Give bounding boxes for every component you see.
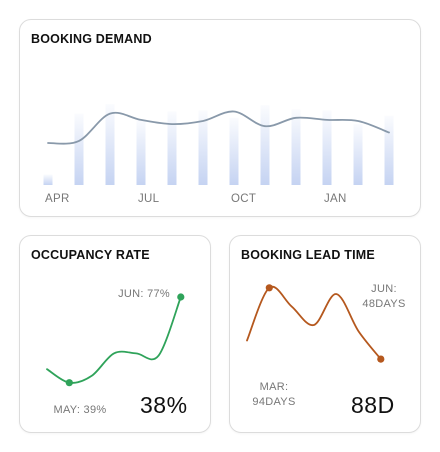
occupancy-rate-point [177, 293, 185, 301]
demand-line [47, 110, 390, 145]
occupancy-rate-point [65, 379, 73, 387]
demand-tick-label: OCT [231, 193, 256, 205]
demand-bar [105, 104, 115, 185]
booking-lead-time-chart: MAR: 94DAYS JUN: 48DAYS [246, 283, 405, 408]
demand-bar [74, 113, 84, 185]
occupancy-rate-annotation-label: JUN: 77% [118, 288, 170, 300]
demand-bar [384, 115, 394, 185]
demand-bar [136, 119, 146, 185]
booking-lead-time-point [265, 284, 273, 292]
occupancy-rate-chart: MAY: 39% JUN: 77% [46, 288, 185, 416]
occupancy-rate-annotation-label: MAY: 39% [54, 404, 107, 416]
demand-bar [229, 117, 239, 185]
booking-lead-time-annotation-label: JUN: [371, 283, 397, 295]
occupancy-rate-value: 38% [140, 392, 188, 418]
occupancy-rate-line [46, 296, 182, 384]
demand-tick-label: JUL [138, 193, 160, 205]
booking-lead-time-annotation-label: MAR: [260, 381, 289, 393]
booking-lead-time-line [246, 285, 382, 360]
demand-bar [291, 109, 301, 185]
booking-lead-time-annotation-label: 94DAYS [252, 396, 295, 408]
booking-lead-time-title: BOOKING LEAD TIME [241, 248, 375, 262]
booking-lead-time-annotation-label: 48DAYS [362, 298, 405, 310]
booking-demand-card: BOOKING DEMAND APR JUL OCT JAN [19, 19, 421, 217]
demand-bar [198, 110, 208, 185]
occupancy-rate-card: OCCUPANCY RATE MAY: 39% JUN: 77% 38% [19, 235, 211, 433]
occupancy-rate-title: OCCUPANCY RATE [31, 248, 150, 262]
demand-bar [43, 174, 53, 185]
booking-lead-time-value: 88D [351, 392, 395, 418]
booking-demand-title: BOOKING DEMAND [31, 32, 152, 46]
demand-tick-label: APR [45, 193, 70, 205]
booking-demand-chart: APR JUL OCT JAN [43, 104, 394, 205]
demand-bar [353, 124, 363, 185]
booking-lead-time-point [377, 355, 385, 363]
demand-tick-label: JAN [324, 193, 347, 205]
demand-bar [322, 110, 332, 185]
booking-lead-time-card: BOOKING LEAD TIME MAR: 94DAYS JUN: 48DAYS 8… [229, 235, 421, 433]
demand-bar [167, 111, 177, 185]
demand-bar [260, 105, 270, 185]
